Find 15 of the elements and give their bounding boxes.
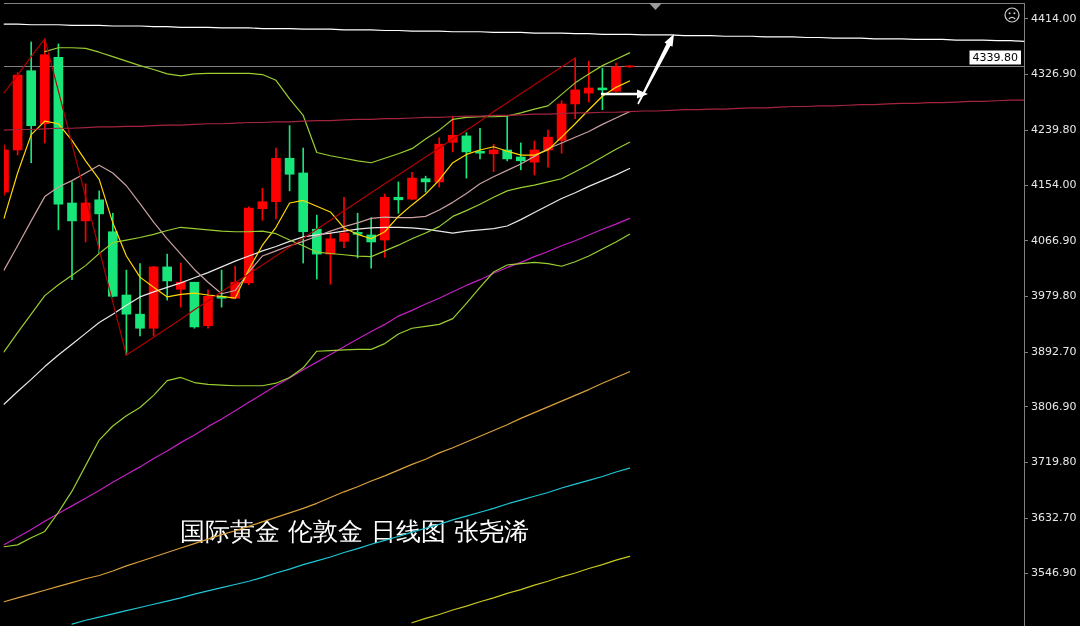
y-tick-label: 3632.70 (1031, 511, 1077, 525)
y-tick-label: 4239.80 (1031, 123, 1077, 137)
candlestick (135, 263, 145, 337)
y-tick-label: 4414.00 (1031, 11, 1077, 25)
y-tick-label: 3546.90 (1031, 565, 1077, 579)
y-tick-label: 3806.90 (1031, 399, 1077, 413)
y-tick-label: 3892.70 (1031, 344, 1077, 358)
ref-line-label: 4339.80 (972, 50, 1019, 64)
y-tick-label: 3719.80 (1031, 455, 1077, 469)
y-tick-label: 3979.80 (1031, 289, 1077, 303)
y-tick-label: 4066.90 (1031, 233, 1077, 247)
candlestick (175, 262, 186, 308)
y-tick-label: 4326.90 (1031, 67, 1077, 81)
candlestick (67, 181, 77, 281)
y-tick-label: 4154.00 (1031, 177, 1077, 191)
